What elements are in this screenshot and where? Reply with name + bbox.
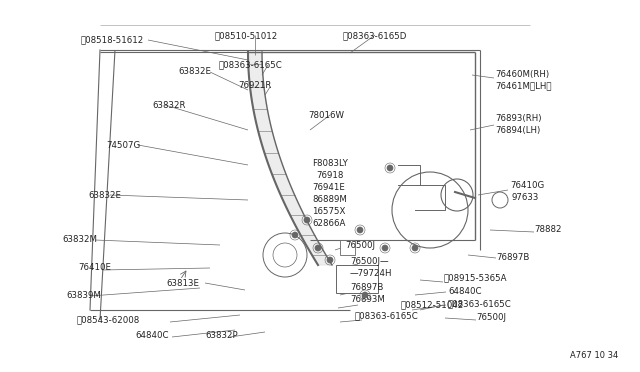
Text: 76941E: 76941E: [312, 183, 345, 192]
Text: 76897B: 76897B: [350, 282, 383, 292]
Text: 63832R: 63832R: [152, 100, 186, 109]
Text: 76921R: 76921R: [238, 80, 272, 90]
Text: 74507G: 74507G: [106, 141, 140, 150]
Text: 63832E: 63832E: [88, 192, 121, 201]
Circle shape: [362, 292, 368, 298]
Text: 76894(LH): 76894(LH): [495, 125, 540, 135]
Text: 76500J: 76500J: [345, 241, 375, 250]
Text: 63832P: 63832P: [205, 331, 238, 340]
Text: 76410E: 76410E: [78, 263, 111, 273]
Text: Ⓜ08915-5365A: Ⓜ08915-5365A: [444, 273, 508, 282]
Text: 76460M(RH): 76460M(RH): [495, 70, 549, 78]
Circle shape: [292, 232, 298, 238]
Circle shape: [304, 217, 310, 223]
Text: Ⓝ08510-51012: Ⓝ08510-51012: [214, 32, 278, 41]
Text: 63832M: 63832M: [62, 235, 97, 244]
Text: 76918: 76918: [316, 170, 344, 180]
Text: 63832E: 63832E: [178, 67, 211, 77]
Text: 97633: 97633: [512, 192, 540, 202]
Circle shape: [327, 257, 333, 263]
Text: 63813E: 63813E: [166, 279, 200, 288]
Text: 64840C: 64840C: [135, 331, 169, 340]
Text: 86889M: 86889M: [312, 195, 347, 203]
Text: Ⓝ08363-6165C: Ⓝ08363-6165C: [355, 311, 419, 321]
Text: 76500J—: 76500J—: [350, 257, 388, 266]
Text: 64840C: 64840C: [448, 286, 481, 295]
Text: 63839M: 63839M: [66, 291, 101, 299]
Polygon shape: [248, 52, 332, 265]
Text: Ⓝ08363-6165C: Ⓝ08363-6165C: [218, 61, 282, 70]
Text: Ⓝ08543-62008: Ⓝ08543-62008: [76, 315, 140, 324]
Text: A767 10 34: A767 10 34: [570, 352, 618, 360]
Circle shape: [412, 245, 418, 251]
Text: 78016W: 78016W: [308, 110, 344, 119]
Text: 62866A: 62866A: [312, 218, 346, 228]
Text: 78882: 78882: [534, 225, 561, 234]
Circle shape: [315, 245, 321, 251]
Text: 16575X: 16575X: [312, 206, 346, 215]
Text: —79724H: —79724H: [350, 269, 392, 279]
Text: 76893(RH): 76893(RH): [495, 113, 541, 122]
Bar: [340, 240, 355, 255]
Text: F8083LY: F8083LY: [312, 158, 348, 167]
Text: 76897B: 76897B: [496, 253, 529, 263]
Text: Ⓝ08363-6165C: Ⓝ08363-6165C: [448, 299, 512, 308]
Text: 76893M: 76893M: [350, 295, 385, 305]
Circle shape: [382, 245, 388, 251]
Circle shape: [357, 227, 363, 233]
Text: Ⓝ08512-51042: Ⓝ08512-51042: [401, 301, 463, 310]
Text: Ⓝ08363-6165D: Ⓝ08363-6165D: [343, 32, 407, 41]
Text: Ⓝ08518-51612: Ⓝ08518-51612: [81, 35, 143, 45]
Bar: [336, 265, 378, 293]
Text: 76461M（LH）: 76461M（LH）: [495, 81, 552, 90]
Text: 76410G: 76410G: [510, 180, 544, 189]
Circle shape: [387, 165, 393, 171]
Text: 76500J: 76500J: [476, 314, 506, 323]
